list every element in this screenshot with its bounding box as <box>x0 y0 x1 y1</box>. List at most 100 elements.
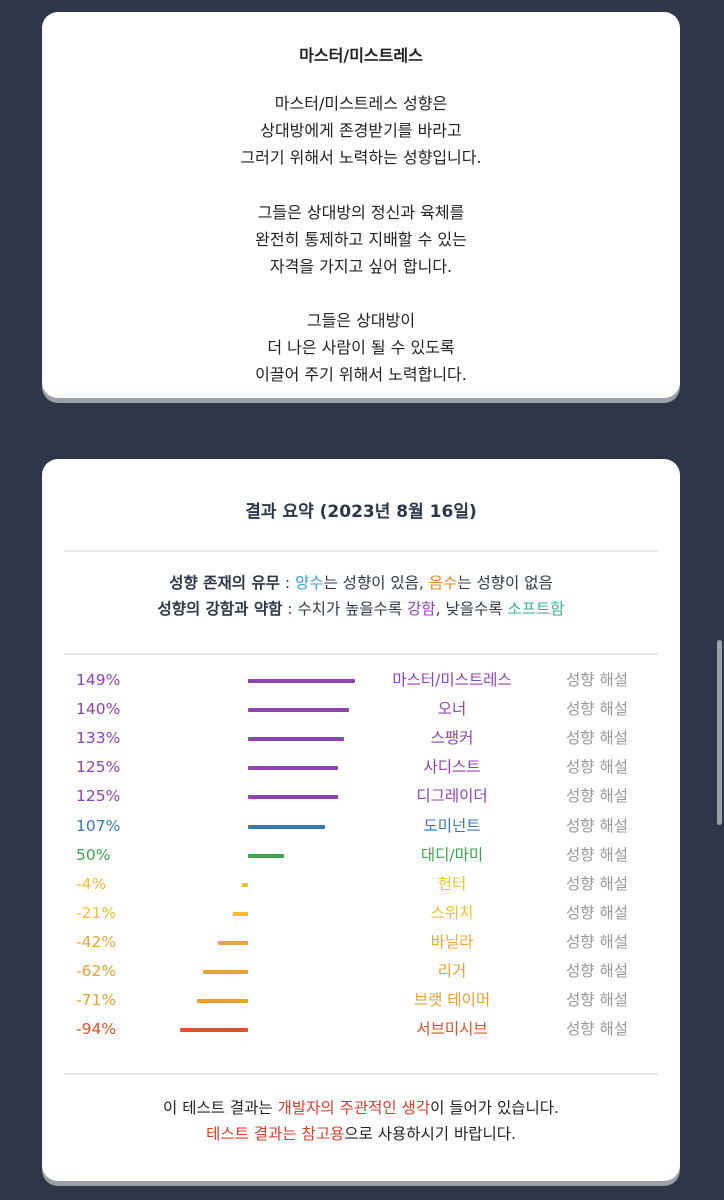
tendency-row: 107% 도미넌트 성향 해설 <box>42 815 680 844</box>
tendency-row: 125% 사디스트 성향 해설 <box>42 756 680 785</box>
legend-text: 수치가 높을수록 <box>297 600 408 618</box>
tendency-name-link[interactable]: 스팽커 <box>430 729 474 748</box>
tendency-explanation-link[interactable]: 성향 해설 <box>566 729 628 748</box>
description-paragraph-3: 그들은 상대방이 더 나은 사람이 될 수 있도록 이끌어 주기 위해서 노력합… <box>42 307 680 388</box>
tendency-name-link[interactable]: 사디스트 <box>423 758 481 777</box>
tendency-explanation-link[interactable]: 성향 해설 <box>566 903 628 922</box>
tendency-bar <box>203 970 248 974</box>
tendency-row: -21% 스위치 성향 해설 <box>42 902 680 931</box>
tendency-explanation-link[interactable]: 성향 해설 <box>566 991 628 1010</box>
tendency-explanation-link[interactable]: 성향 해설 <box>566 758 628 777</box>
disclaimer-text: 이 테스트 결과는 <box>163 1099 278 1117</box>
tendency-name-link[interactable]: 오너 <box>437 700 467 719</box>
tendency-row: -62% 리거 성향 해설 <box>42 960 680 989</box>
result-summary-card: 결과 요약 (2023년 8월 16일) 성향 존재의 유무 : 양수는 성향이… <box>42 459 680 1181</box>
tendency-percent: 125% <box>76 787 121 806</box>
tendency-name-link[interactable]: 마스터/미스트레스 <box>392 671 512 689</box>
tendency-row: 149% 마스터/미스트레스 성향 해설 <box>42 669 680 698</box>
tendency-percent: 133% <box>76 729 121 748</box>
description-line: 그러기 위해서 노력하는 성향입니다. <box>240 148 482 167</box>
tendency-name-link[interactable]: 도미넌트 <box>423 816 481 835</box>
tendency-name-link[interactable]: 대디/마미 <box>420 845 484 864</box>
legend-separator: : <box>279 574 295 592</box>
tendency-bar <box>232 911 248 916</box>
tendency-percent: 125% <box>76 758 121 777</box>
tendency-row: -4% 헌터 성향 해설 <box>42 873 680 902</box>
tendency-bar <box>180 1028 248 1033</box>
disclaimer-text: 이 들어가 있습니다. <box>430 1099 559 1117</box>
description-line: 그들은 상대방이 <box>306 311 416 330</box>
tendency-bar <box>248 853 284 858</box>
divider <box>64 653 658 655</box>
description-line: 더 나은 사람이 될 수 있도록 <box>267 338 455 357</box>
description-line: 그들은 상대방의 정신과 육체를 <box>257 203 465 222</box>
legend-label: 성향 존재의 유무 <box>169 574 280 592</box>
tendency-percent: -42% <box>76 932 117 951</box>
tendency-bar <box>248 766 338 771</box>
tendency-explanation-link[interactable]: 성향 해설 <box>566 671 628 689</box>
description-line: 마스터/미스트레스 성향은 <box>274 94 448 113</box>
tendency-name-link[interactable]: 리거 <box>437 962 467 980</box>
tendency-name-link[interactable]: 디그레이더 <box>416 787 488 806</box>
negative-term: 음수 <box>428 574 458 592</box>
soft-term: 소프트함 <box>507 600 565 618</box>
tendency-percent: -4% <box>76 874 107 893</box>
tendency-bar <box>248 795 338 800</box>
tendency-row: -42% 바닐라 성향 해설 <box>42 931 680 960</box>
divider <box>64 1073 658 1075</box>
tendency-percent: 50% <box>76 845 111 864</box>
tendency-percent: 107% <box>76 816 121 835</box>
scrollbar[interactable] <box>717 640 722 825</box>
tendency-name-link[interactable]: 헌터 <box>437 874 467 893</box>
tendency-bar <box>248 737 344 742</box>
tendency-bar <box>248 824 326 829</box>
disclaimer-highlight: 테스트 결과는 참고용 <box>206 1125 345 1143</box>
tendency-row: -94% 서브미시브 성향 해설 <box>42 1018 680 1047</box>
legend-separator: : <box>282 600 298 618</box>
legend-label: 성향의 강함과 약함 <box>157 600 283 618</box>
tendency-bar <box>248 708 349 713</box>
tendency-explanation-link[interactable]: 성향 해설 <box>566 787 628 806</box>
tendency-bar <box>217 940 248 945</box>
description-paragraph-2: 그들은 상대방의 정신과 육체를 완전히 통제하고 지배할 수 있는 자격을 가… <box>42 199 680 280</box>
tendency-percent: -71% <box>76 991 117 1010</box>
description-paragraph-1: 마스터/미스트레스 성향은 상대방에게 존경받기를 바라고 그러기 위해서 노력… <box>42 90 680 171</box>
tendency-explanation-link[interactable]: 성향 해설 <box>566 816 628 835</box>
legend-text: 는 성향이 있음, <box>323 574 429 592</box>
tendency-percent: -94% <box>76 1020 117 1039</box>
tendency-percent: -21% <box>76 903 117 922</box>
tendency-percent: -62% <box>76 962 117 980</box>
tendency-row: 140% 오너 성향 해설 <box>42 698 680 727</box>
legend-text: 는 성향이 없음 <box>457 574 553 592</box>
tendency-explanation-link[interactable]: 성향 해설 <box>566 874 628 893</box>
description-line: 완전히 통제하고 지배할 수 있는 <box>255 230 467 249</box>
tendency-explanation-link[interactable]: 성향 해설 <box>566 1020 628 1039</box>
tendency-explanation-link[interactable]: 성향 해설 <box>566 845 628 864</box>
positive-term: 양수 <box>294 574 324 592</box>
tendency-bar <box>248 679 356 683</box>
legend-text: , 낮을수록 <box>435 600 508 618</box>
tendency-explanation-link[interactable]: 성향 해설 <box>566 962 628 980</box>
tendency-row: 50% 대디/마미 성향 해설 <box>42 844 680 873</box>
tendency-explanation-link[interactable]: 성향 해설 <box>566 932 628 951</box>
divider <box>64 550 658 552</box>
tendency-percent: 149% <box>76 671 121 689</box>
result-summary-title: 결과 요약 (2023년 8월 16일) <box>245 502 477 522</box>
tendency-title: 마스터/미스트레스 <box>299 46 423 65</box>
disclaimer-text: 으로 사용하시기 바랍니다. <box>344 1125 516 1143</box>
tendency-row: 133% 스팽커 성향 해설 <box>42 727 680 756</box>
tendency-name-link[interactable]: 브랫 테이머 <box>413 991 491 1010</box>
tendency-bar <box>242 882 248 887</box>
disclaimer-highlight: 개발자의 주관적인 생각 <box>277 1099 431 1117</box>
description-line: 자격을 가지고 싶어 합니다. <box>269 257 453 276</box>
disclaimer-line-2: 테스트 결과는 참고용으로 사용하시기 바랍니다. <box>42 1121 680 1147</box>
tendency-name-link[interactable]: 바닐라 <box>430 932 474 951</box>
tendency-name-link[interactable]: 스위치 <box>430 903 474 922</box>
tendency-name-link[interactable]: 서브미시브 <box>416 1020 488 1039</box>
legend-strength: 성향의 강함과 약함 : 수치가 높을수록 강함, 낮을수록 소프트함 <box>42 596 680 622</box>
disclaimer-line-1: 이 테스트 결과는 개발자의 주관적인 생각이 들어가 있습니다. <box>42 1095 680 1121</box>
tendency-percent: 140% <box>76 700 121 719</box>
strong-term: 강함 <box>407 600 436 618</box>
tendency-explanation-link[interactable]: 성향 해설 <box>566 700 628 719</box>
tendency-row: -71% 브랫 테이머 성향 해설 <box>42 989 680 1018</box>
